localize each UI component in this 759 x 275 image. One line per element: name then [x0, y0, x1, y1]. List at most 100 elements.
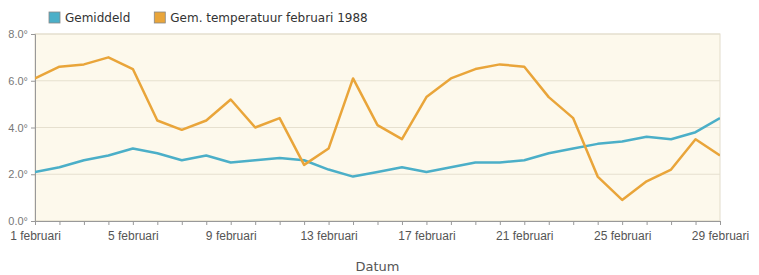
x-tick [108, 221, 109, 225]
x-tick-label: 13 februari [300, 229, 357, 243]
series-line [35, 118, 720, 176]
x-tick: 9 februari [206, 221, 257, 243]
series-group [35, 57, 720, 200]
legend-label: Gem. temperatuur februari 1988 [170, 11, 367, 25]
x-tick: 5 februari [108, 221, 159, 243]
x-tick-mark [353, 221, 354, 225]
x-tick: 21 februari [496, 221, 553, 243]
x-tick-mark [35, 221, 36, 225]
x-tick-mark [573, 221, 574, 225]
x-tick-mark [426, 221, 427, 225]
x-tick-mark [720, 221, 721, 225]
x-axis-line [36, 222, 721, 226]
x-tick [255, 221, 256, 225]
x-tick [378, 221, 379, 225]
x-tick-mark [182, 221, 183, 225]
x-tick-mark [524, 221, 525, 225]
x-axis: 1 februari 5 februari 9 februari 13 februar… [10, 221, 749, 243]
legend-label: Gemiddeld [65, 11, 130, 25]
x-tick: 17 februari [398, 221, 455, 243]
y-tick-mark [31, 174, 35, 175]
x-tick [84, 221, 85, 225]
x-tick [500, 221, 501, 225]
x-tick-label: 21 februari [496, 229, 553, 243]
legend-swatch [154, 12, 165, 23]
chart: 0.0° 2.0° 4.0° 6.0° 8.0° 1 februari 5 februari… [0, 0, 759, 275]
x-tick-mark [133, 221, 134, 225]
x-tick-mark [696, 221, 697, 225]
x-tick-mark [598, 221, 599, 225]
x-tick [157, 221, 158, 225]
x-tick-mark [304, 221, 305, 225]
x-tick [402, 221, 403, 225]
x-tick-mark [622, 221, 623, 225]
x-tick [304, 221, 305, 225]
y-tick: 6.0° [8, 75, 35, 87]
x-tick [549, 221, 550, 225]
y-tick-label: 0.0° [8, 215, 28, 227]
series-line [35, 57, 720, 200]
x-tick-label: 5 februari [108, 229, 159, 243]
y-tick-mark [31, 128, 35, 129]
y-tick: 8.0° [8, 28, 35, 40]
x-tick-mark [231, 221, 232, 225]
x-tick-mark [451, 221, 452, 225]
x-tick: 13 februari [300, 221, 357, 243]
x-tick-mark [84, 221, 85, 225]
x-tick-mark [157, 221, 158, 225]
x-tick-mark [549, 221, 550, 225]
x-tick: 29 februari [692, 221, 749, 243]
x-tick [647, 221, 648, 225]
x-tick-mark [59, 221, 60, 225]
grid [35, 34, 720, 221]
x-tick [696, 221, 697, 225]
x-tick-label: 25 februari [594, 229, 651, 243]
x-tick [451, 221, 452, 225]
x-tick [573, 221, 574, 225]
x-tick-mark [402, 221, 403, 225]
x-tick-mark [206, 221, 207, 225]
x-tick-mark [108, 221, 109, 225]
x-tick-mark [475, 221, 476, 225]
x-tick [598, 221, 599, 225]
grid-line [35, 174, 720, 175]
x-axis-title: Datum [356, 259, 400, 274]
x-tick-mark [255, 221, 256, 225]
y-tick-mark [31, 34, 35, 35]
x-tick-label: 29 februari [692, 229, 749, 243]
x-tick-label: 9 februari [206, 229, 257, 243]
x-tick [206, 221, 207, 225]
y-tick-label: 6.0° [8, 75, 28, 87]
x-tick: 25 februari [594, 221, 651, 243]
y-tick-label: 4.0° [8, 122, 28, 134]
y-tick-label: 8.0° [8, 28, 28, 40]
y-tick: 4.0° [8, 122, 35, 134]
x-tick [671, 221, 672, 225]
x-tick [59, 221, 60, 225]
y-tick-label: 2.0° [8, 168, 28, 180]
x-tick: 1 februari [10, 221, 61, 243]
plot-background [35, 34, 720, 221]
y-tick-mark [31, 81, 35, 82]
legend-swatch [49, 12, 60, 23]
x-tick-mark [647, 221, 648, 225]
x-tick-mark [329, 221, 330, 225]
y-tick: 0.0° [8, 215, 35, 227]
legend: Gemiddeld Gem. temperatuur februari 1988 [49, 11, 368, 25]
y-tick: 2.0° [8, 168, 35, 180]
x-tick [182, 221, 183, 225]
grid-line [35, 34, 720, 35]
x-tick-mark [280, 221, 281, 225]
y-axis: 0.0° 2.0° 4.0° 6.0° 8.0° [8, 28, 35, 227]
x-tick [280, 221, 281, 225]
x-tick-mark [378, 221, 379, 225]
x-tick [353, 221, 354, 225]
x-tick-label: 17 februari [398, 229, 455, 243]
x-tick-label: 1 februari [10, 229, 61, 243]
grid-line [35, 127, 720, 128]
x-tick-mark [500, 221, 501, 225]
y-axis-line [31, 35, 36, 222]
x-tick-mark [671, 221, 672, 225]
y-tick-mark [31, 221, 35, 222]
x-tick [475, 221, 476, 225]
